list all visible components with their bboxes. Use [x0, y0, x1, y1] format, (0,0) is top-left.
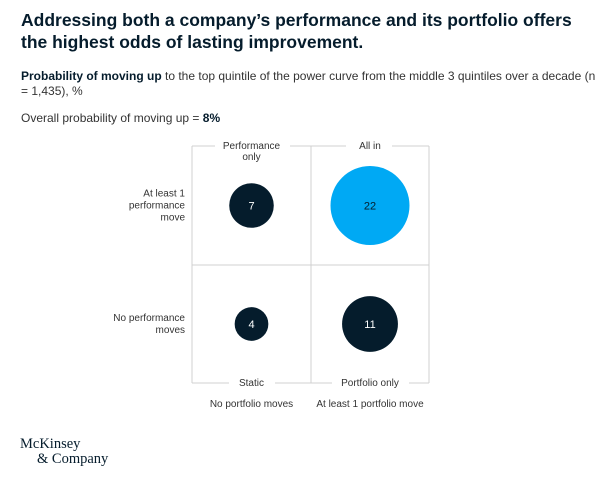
row-label: move: [161, 213, 186, 224]
overall-value: 8%: [202, 111, 221, 125]
bubble-value-label: 22: [364, 201, 376, 213]
row-label: At least 1: [143, 189, 185, 200]
logo-line-1: McKinsey: [20, 436, 81, 452]
column-bottom-label: Portfolio only: [341, 378, 399, 389]
bubble: [330, 166, 410, 245]
chart-subtitle: Probability of moving up to the top quin…: [21, 69, 601, 99]
column-top-label: only: [242, 152, 260, 163]
column-top-label: All in: [359, 141, 381, 152]
column-category-label: At least 1 portfolio move: [316, 399, 424, 410]
chart-title: Addressing both a company’s performance …: [21, 10, 572, 52]
subtitle-bold: Probability of moving up: [21, 69, 162, 83]
bubble: [234, 307, 269, 341]
row-label: No performance: [113, 313, 185, 324]
mckinsey-logo: McKinsey & Company: [20, 437, 108, 467]
row-label: moves: [156, 325, 185, 336]
overall-label: Overall probability of moving up =: [21, 111, 203, 125]
column-bottom-label: Static: [239, 378, 264, 389]
logo-line-2: & Company: [37, 451, 109, 467]
bubble-value-label: 4: [248, 319, 254, 331]
subtitle-rest: to the top quintile of the power curve f…: [21, 69, 596, 98]
overall-probability: Overall probability of moving up = 8%: [21, 111, 601, 126]
column-top-label: Performance: [223, 141, 281, 152]
bubble-value-label: 7: [248, 201, 254, 213]
bubble-value-label: 11: [364, 319, 375, 331]
bubble: [229, 183, 274, 228]
column-category-label: No portfolio moves: [210, 399, 293, 410]
bubble: [342, 296, 398, 352]
row-label: performance: [129, 201, 186, 212]
